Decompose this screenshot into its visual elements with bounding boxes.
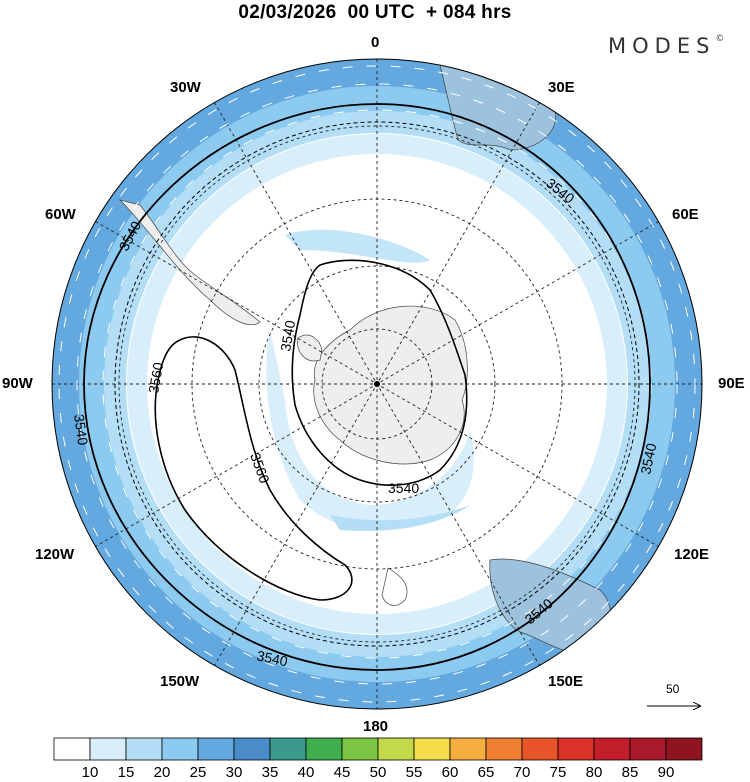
colorbar-tick-label: 85 xyxy=(621,764,639,781)
contour-dashed xyxy=(114,121,640,647)
colorbar-tick-label: 10 xyxy=(81,764,99,781)
contour-3540-outer xyxy=(83,103,651,671)
colorbar-tick-label: 50 xyxy=(369,764,387,781)
africa-landmass xyxy=(439,64,557,151)
lon-label-150e: 150E xyxy=(548,673,584,690)
colorbar-tick-label: 60 xyxy=(441,764,459,781)
colorbar-swatch xyxy=(485,737,523,761)
colorbar-tick-label: 30 xyxy=(225,764,243,781)
height-contours xyxy=(83,103,651,671)
colorbar-tick-label: 80 xyxy=(585,764,603,781)
contour-label-3560-1: 3560 xyxy=(145,361,166,395)
contour-3540-inner xyxy=(291,259,468,486)
colorbar-swatch xyxy=(557,737,595,761)
colorbar-swatch xyxy=(449,737,487,761)
colorbar-swatch xyxy=(125,737,163,761)
lon-label-90w: 90W xyxy=(2,375,33,392)
modes-logo: MODES© xyxy=(608,34,724,58)
map-title: 02/03/2026 00 UTC + 084 hrs xyxy=(238,2,512,23)
colorbar-tick-label: 15 xyxy=(117,764,135,781)
colorbar-swatch xyxy=(521,737,559,761)
lon-label-90e: 90E xyxy=(718,375,745,392)
antarctica-landmass xyxy=(313,305,468,465)
wind-patch xyxy=(266,330,474,531)
wind-patch xyxy=(330,505,470,531)
contour-label-inner-2: 3540 xyxy=(388,480,419,496)
lon-label-150w: 150W xyxy=(160,673,200,690)
colorbar-swatch xyxy=(629,737,667,761)
lon-label-30w: 30W xyxy=(170,79,201,96)
colorbar-swatch xyxy=(197,737,235,761)
lon-label-60e: 60E xyxy=(672,206,699,223)
lon-label-180: 180 xyxy=(363,718,389,735)
colorbar-swatch xyxy=(233,737,271,761)
colorbar-tick-label: 55 xyxy=(405,764,423,781)
colorbar-swatch xyxy=(53,737,91,761)
jet-band-mid xyxy=(79,86,675,682)
colorbar xyxy=(53,737,703,761)
colorbar-tick-label: 65 xyxy=(477,764,495,781)
contour-label-outer-4: 3540 xyxy=(637,442,659,476)
colorbar-swatch xyxy=(341,737,379,761)
wind-speed-field: 3540 3540 3540 3540 3540 3540 3540 3540 … xyxy=(52,59,702,709)
wind-patch xyxy=(285,229,430,263)
colorbar-swatch xyxy=(413,737,451,761)
colorbar-tick-label: 75 xyxy=(549,764,567,781)
copyright-mark: © xyxy=(715,34,725,44)
lon-label-60w: 60W xyxy=(45,206,76,223)
lon-label-120e: 120E xyxy=(674,546,710,563)
contour-label-outer-3: 3540 xyxy=(71,413,91,446)
lon-label-120w: 120W xyxy=(35,546,75,563)
map-border xyxy=(51,58,703,710)
contour-label-outer-6: 3540 xyxy=(255,647,289,669)
colorbar-swatch xyxy=(593,737,631,761)
colorbar-tick-label: 25 xyxy=(189,764,207,781)
colorbar-tick-label: 90 xyxy=(657,764,675,781)
colorbar-swatch xyxy=(161,737,199,761)
lon-label-30e: 30E xyxy=(548,79,575,96)
lon-label-0: 0 xyxy=(371,34,380,51)
wind-streamlines xyxy=(58,65,696,703)
wind-reference-label: 50 xyxy=(666,682,680,696)
contour-3560 xyxy=(154,336,353,601)
colorbar-tick-label: 70 xyxy=(513,764,531,781)
brand-text: MODES xyxy=(608,34,716,58)
colorbar-tick-label: 35 xyxy=(261,764,279,781)
south-america-landmass xyxy=(118,199,261,326)
colorbar-swatch xyxy=(665,737,703,761)
colorbar-swatch xyxy=(377,737,415,761)
south-pole-marker xyxy=(374,381,380,387)
colorbar-tick-label: 40 xyxy=(297,764,315,781)
colorbar-tick-label: 20 xyxy=(153,764,171,781)
new-zealand-landmass xyxy=(381,567,408,606)
colorbar-tick-label: 45 xyxy=(333,764,351,781)
colorbar-swatch xyxy=(305,737,343,761)
colorbar-swatch xyxy=(269,737,307,761)
contour-label-inner-1: 3540 xyxy=(277,319,298,353)
colorbar-swatch xyxy=(89,737,127,761)
